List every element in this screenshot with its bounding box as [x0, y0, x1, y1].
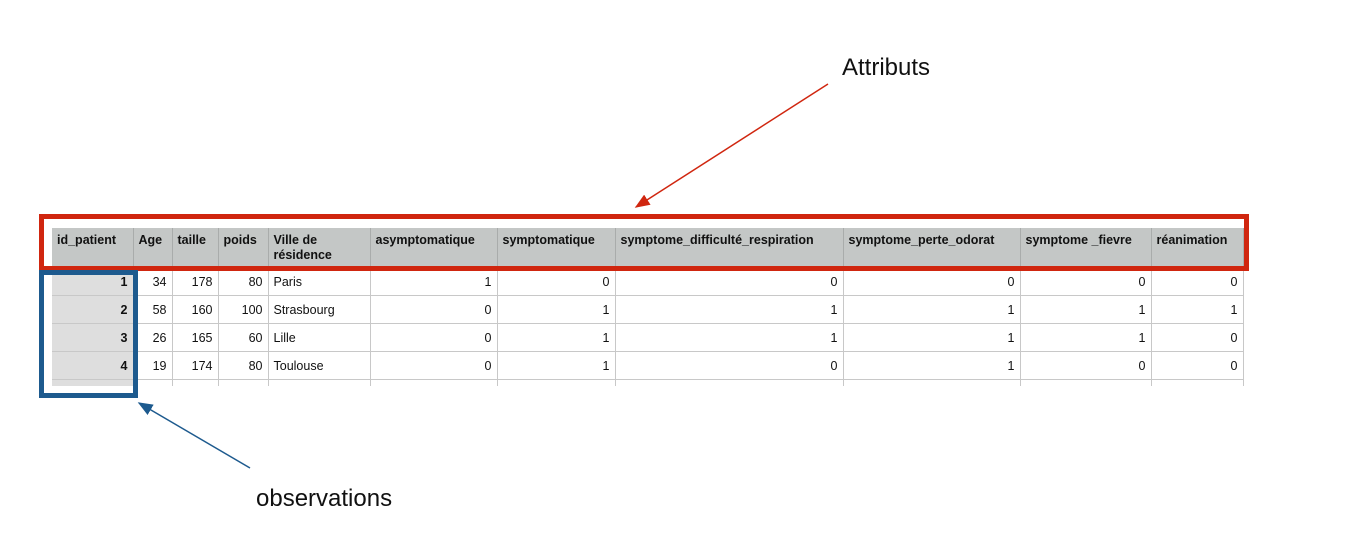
table-cell: 0 [843, 268, 1021, 296]
table-cell: 58 [133, 295, 173, 324]
table-cell: 0 [370, 323, 498, 352]
table-cell [1020, 379, 1152, 386]
table-cell: 0 [370, 351, 498, 380]
table-cell: 174 [172, 351, 219, 380]
row-id-cell: 4 [52, 351, 134, 380]
table-cell [218, 379, 269, 386]
table-cell [497, 379, 616, 386]
table-cell: 165 [172, 323, 219, 352]
table-row: 4 19 174 80 Toulouse 0 1 0 1 0 0 [52, 351, 1244, 380]
table-cell: 0 [370, 295, 498, 324]
table-cell: 1 [497, 295, 616, 324]
column-header: symptomatique [497, 228, 616, 268]
column-header: réanimation [1151, 228, 1244, 268]
table-cell [615, 379, 844, 386]
table-cell: 1 [843, 295, 1021, 324]
table-cell [843, 379, 1021, 386]
observations-arrow [137, 402, 251, 469]
table-cell: Lille [268, 323, 371, 352]
table-cell [268, 379, 371, 386]
table-cell: 80 [218, 268, 269, 296]
table-cell: 0 [1151, 268, 1244, 296]
table-cell: 1 [370, 268, 498, 296]
table-cell: 1 [1020, 323, 1152, 352]
column-header: poids [218, 228, 269, 268]
table-cell: 1 [1020, 295, 1152, 324]
table-cell: 1 [615, 295, 844, 324]
attributes-highlight-box [39, 214, 1249, 271]
table-cell: 1 [1151, 295, 1244, 324]
row-id-cell: 3 [52, 323, 134, 352]
patient-data-table: id_patient Age taille poids Ville de rés… [52, 228, 1244, 386]
table-cell: 160 [172, 295, 219, 324]
table-cell [133, 379, 173, 386]
table-cell: 0 [615, 351, 844, 380]
column-header: symptome_difficulté_respiration [615, 228, 844, 268]
table-cell: 1 [843, 351, 1021, 380]
attributes-arrow [634, 83, 829, 208]
table-cell: 1 [497, 323, 616, 352]
observations-label: observations [256, 485, 393, 512]
table-cell [1151, 379, 1244, 386]
column-header: asymptomatique [370, 228, 498, 268]
table-cell: 19 [133, 351, 173, 380]
table-cell: 1 [843, 323, 1021, 352]
table-cell: 1 [615, 323, 844, 352]
table-cell: 80 [218, 351, 269, 380]
table-cell: Toulouse [268, 351, 371, 380]
table-cell: 60 [218, 323, 269, 352]
table-cell: 100 [218, 295, 269, 324]
column-header: Ville de résidence [268, 228, 371, 268]
column-header: symptome _fievre [1020, 228, 1152, 268]
table-row-partial [52, 379, 1244, 386]
table-cell: 178 [172, 268, 219, 296]
table-cell: 34 [133, 268, 173, 296]
table-cell: 0 [615, 268, 844, 296]
column-header: symptome_perte_odorat [843, 228, 1021, 268]
table-cell [370, 379, 498, 386]
table-row: 3 26 165 60 Lille 0 1 1 1 1 0 [52, 323, 1244, 352]
table-cell: 1 [497, 351, 616, 380]
table-cell [52, 379, 134, 386]
column-header: Age [133, 228, 173, 268]
column-header: id_patient [52, 228, 134, 268]
table-cell: 0 [497, 268, 616, 296]
table-cell: 0 [1151, 323, 1244, 352]
attributes-label: Attributs [842, 54, 931, 81]
header-row: id_patient Age taille poids Ville de rés… [52, 228, 1244, 268]
row-id-cell: 2 [52, 295, 134, 324]
table-cell: 26 [133, 323, 173, 352]
table-row: 1 34 178 80 Paris 1 0 0 0 0 0 [52, 268, 1244, 296]
table-cell: Paris [268, 268, 371, 296]
observations-highlight-box [39, 270, 138, 398]
table-cell: 0 [1151, 351, 1244, 380]
column-header: taille [172, 228, 219, 268]
table-cell: 0 [1020, 268, 1152, 296]
table-cell: 0 [1020, 351, 1152, 380]
table-cell: Strasbourg [268, 295, 371, 324]
table-cell [172, 379, 219, 386]
table-row: 2 58 160 100 Strasbourg 0 1 1 1 1 1 [52, 295, 1244, 324]
